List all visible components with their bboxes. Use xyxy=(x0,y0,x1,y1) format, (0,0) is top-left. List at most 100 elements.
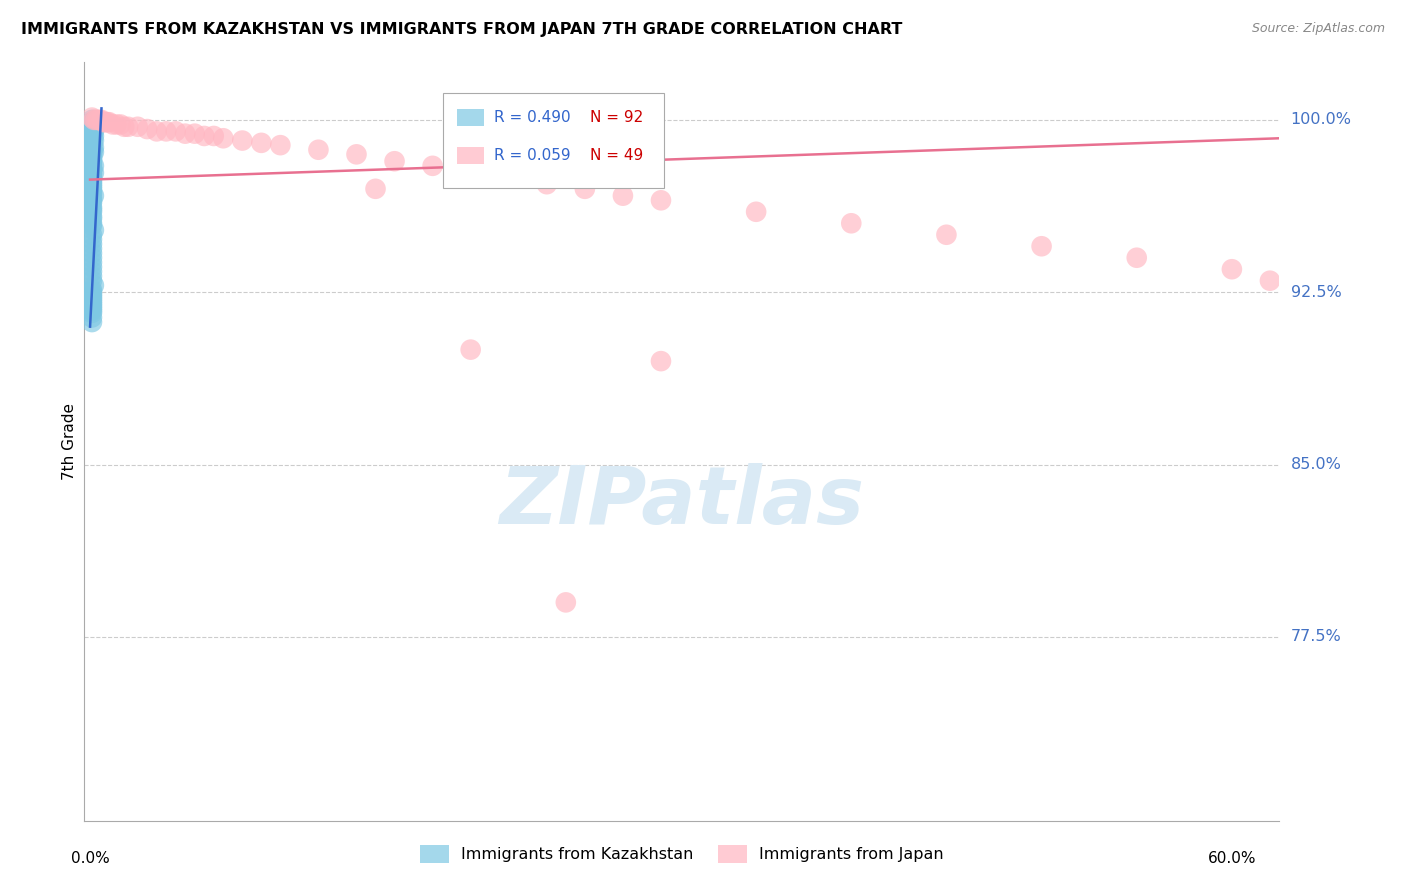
Point xyxy=(80,115,103,129)
Text: Source: ZipAtlas.com: Source: ZipAtlas.com xyxy=(1251,22,1385,36)
Point xyxy=(80,315,103,329)
Point xyxy=(202,128,225,143)
Point xyxy=(83,278,105,293)
Point xyxy=(250,136,273,150)
Point xyxy=(83,122,105,136)
Point xyxy=(554,595,576,609)
Point xyxy=(184,127,207,141)
Point xyxy=(80,143,103,157)
Point xyxy=(80,251,103,265)
Text: 0.0%: 0.0% xyxy=(70,851,110,866)
Point xyxy=(117,120,139,134)
Point xyxy=(90,112,112,127)
Point xyxy=(80,296,103,310)
Point xyxy=(80,175,103,189)
Point xyxy=(96,115,118,129)
Point xyxy=(101,118,124,132)
Point xyxy=(80,255,103,269)
Point xyxy=(80,274,103,288)
Point xyxy=(145,124,167,138)
Point xyxy=(80,166,103,180)
Point xyxy=(80,195,103,210)
Point xyxy=(346,147,368,161)
Point xyxy=(80,191,103,205)
Point xyxy=(93,115,115,129)
Text: 60.0%: 60.0% xyxy=(1208,851,1256,866)
Point xyxy=(80,159,103,173)
Point xyxy=(80,161,103,175)
Point xyxy=(83,115,105,129)
Y-axis label: 7th Grade: 7th Grade xyxy=(62,403,77,480)
Point xyxy=(80,124,103,138)
Point xyxy=(80,118,103,132)
Point xyxy=(80,260,103,274)
Point xyxy=(422,159,444,173)
Point xyxy=(650,194,672,208)
Point xyxy=(269,138,291,153)
Text: R = 0.059: R = 0.059 xyxy=(495,148,571,163)
Point xyxy=(80,211,103,226)
Point xyxy=(80,134,103,148)
Point xyxy=(83,118,105,132)
Point xyxy=(80,118,103,132)
Point xyxy=(384,154,406,169)
Point xyxy=(231,134,253,148)
Point xyxy=(136,122,159,136)
Text: 92.5%: 92.5% xyxy=(1291,285,1341,300)
Point xyxy=(745,204,768,219)
Text: 77.5%: 77.5% xyxy=(1291,630,1341,644)
Point xyxy=(80,202,103,217)
Point xyxy=(94,115,117,129)
Text: 85.0%: 85.0% xyxy=(1291,457,1341,472)
Point xyxy=(80,299,103,313)
Point xyxy=(80,131,103,145)
Point xyxy=(80,178,103,192)
Point xyxy=(89,112,111,127)
Point xyxy=(80,152,103,166)
Point xyxy=(80,301,103,316)
Point xyxy=(460,343,482,357)
Point xyxy=(80,294,103,309)
Point xyxy=(110,118,132,132)
Point xyxy=(935,227,957,242)
Point xyxy=(80,287,103,301)
Point xyxy=(574,182,596,196)
Point xyxy=(83,128,105,143)
FancyBboxPatch shape xyxy=(443,93,664,187)
Point xyxy=(460,166,482,180)
Point xyxy=(165,124,187,138)
Point xyxy=(83,140,105,154)
Point xyxy=(80,210,103,224)
Point xyxy=(80,194,103,208)
Point xyxy=(80,120,103,134)
Point xyxy=(84,112,107,127)
Point xyxy=(80,115,103,129)
Point xyxy=(80,154,103,169)
Point xyxy=(193,128,215,143)
Point xyxy=(80,236,103,251)
Text: 100.0%: 100.0% xyxy=(1291,112,1351,128)
FancyBboxPatch shape xyxy=(457,147,484,164)
Point xyxy=(80,283,103,297)
Point xyxy=(80,232,103,246)
Point xyxy=(1125,251,1147,265)
Point xyxy=(80,292,103,306)
Point xyxy=(83,134,105,148)
Point xyxy=(80,186,103,201)
Point xyxy=(612,188,634,202)
Point xyxy=(80,182,103,196)
Point xyxy=(174,127,197,141)
Point xyxy=(83,188,105,202)
Point xyxy=(83,223,105,237)
Point xyxy=(80,242,103,256)
Point xyxy=(80,156,103,170)
Point xyxy=(80,150,103,164)
Point xyxy=(80,246,103,260)
Point xyxy=(80,112,103,127)
Point xyxy=(80,216,103,230)
Point xyxy=(80,269,103,284)
Point xyxy=(80,128,103,143)
Point xyxy=(83,124,105,138)
Point xyxy=(127,120,149,134)
Point xyxy=(80,285,103,300)
